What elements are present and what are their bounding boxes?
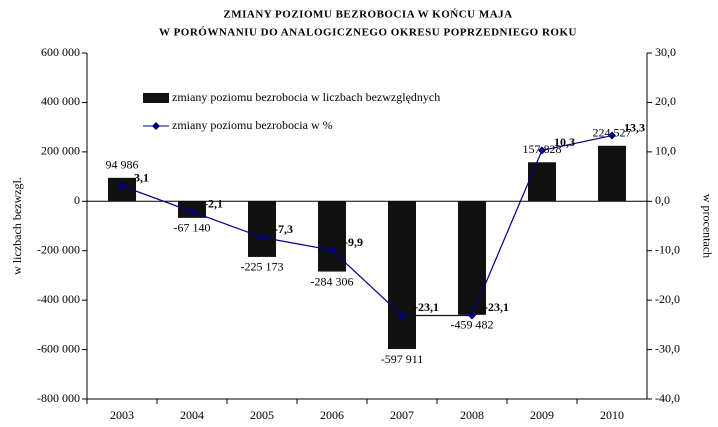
line-marker — [538, 146, 546, 155]
y-tick-label: 200 000 — [41, 144, 80, 158]
bar-value-label: 94 986 — [106, 158, 139, 172]
y2-tick-label: 10,0 — [655, 144, 676, 158]
chart-title: ZMIANY POZIOMU BEZROBOCIA W KOŃCU MAJA — [223, 9, 512, 21]
y-tick-label: -400 000 — [37, 292, 80, 306]
bar — [598, 145, 626, 202]
line-value-label: -2,1 — [204, 196, 223, 210]
bar-value-label: -284 306 — [311, 274, 354, 288]
line-value-label: -9,9 — [344, 235, 363, 249]
bar — [528, 162, 556, 202]
bar-value-label: -67 140 — [174, 221, 211, 235]
line-value-label: -23,1 — [484, 300, 509, 314]
line-value-label: 3,1 — [134, 171, 149, 185]
y-tick-label: 0 — [74, 193, 80, 207]
x-tick-label: 2006 — [320, 408, 344, 422]
y-tick-label: -800 000 — [37, 391, 80, 405]
x-tick-label: 2008 — [460, 408, 484, 422]
chart-subtitle: W PORÓWNANIU DO ANALOGICZNEGO OKRESU POP… — [159, 27, 577, 39]
x-tick-label: 2004 — [180, 408, 204, 422]
y2-tick-label: -30,0 — [655, 341, 680, 355]
x-tick-label: 2003 — [110, 408, 134, 422]
line-marker — [118, 181, 126, 190]
x-tick-label: 2009 — [530, 408, 554, 422]
x-tick-label: 2005 — [250, 408, 274, 422]
line-marker — [608, 131, 616, 140]
line-value-label: 10,3 — [554, 135, 575, 149]
bar — [458, 201, 486, 315]
legend-label: zmiany poziomu bezrobocia w liczbach bez… — [172, 90, 440, 104]
legend-swatch — [143, 93, 169, 103]
line-marker — [468, 311, 476, 320]
bar-value-label: -459 482 — [451, 318, 494, 332]
y2-axis-label: w procentach — [700, 194, 714, 258]
bar — [318, 201, 346, 272]
y2-tick-label: -40,0 — [655, 391, 680, 405]
line-value-label: -23,1 — [414, 300, 439, 314]
y2-tick-label: -10,0 — [655, 242, 680, 256]
bar-value-label: -225 173 — [241, 260, 284, 274]
line-marker — [398, 311, 406, 320]
y2-tick-label: 0,0 — [655, 193, 670, 207]
line-marker — [328, 246, 336, 255]
line-marker — [258, 233, 266, 242]
x-tick-label: 2007 — [390, 408, 414, 422]
y-tick-label: 400 000 — [41, 94, 80, 108]
legend-label: zmiany poziomu bezrobocia w % — [172, 118, 333, 132]
y-tick-label: -600 000 — [37, 341, 80, 355]
line-value-label: 13,3 — [624, 120, 645, 134]
y2-tick-label: 20,0 — [655, 94, 676, 108]
legend-marker — [152, 122, 160, 130]
line-value-label: -7,3 — [274, 222, 293, 236]
y-tick-label: 600 000 — [41, 45, 80, 59]
bar — [388, 201, 416, 350]
line — [121, 134, 613, 317]
y2-tick-label: 30,0 — [655, 45, 676, 59]
y-tick-label: -200 000 — [37, 242, 80, 256]
line-marker — [188, 207, 196, 216]
y2-tick-label: -20,0 — [655, 292, 680, 306]
bar-value-label: -597 911 — [381, 352, 424, 366]
bar — [248, 201, 276, 257]
y-axis-label: w liczbach bezwzgl. — [10, 177, 24, 275]
x-tick-label: 2010 — [600, 408, 624, 422]
